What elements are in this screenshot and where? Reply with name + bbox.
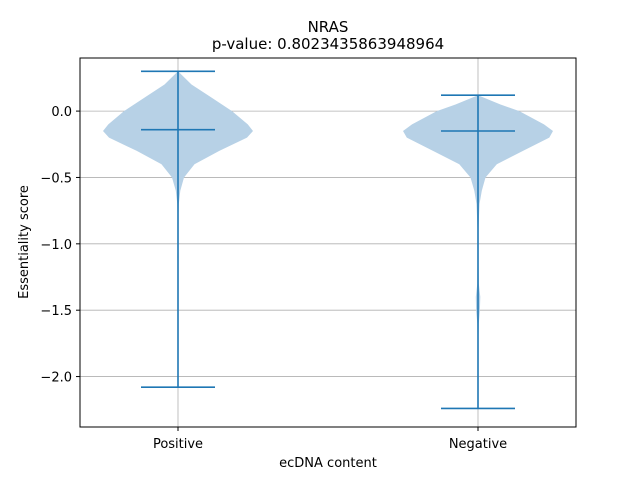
y-tick-label: −1.5 [40,304,72,319]
y-tick-label: −2.0 [40,371,72,386]
y-tick-label: −1.0 [40,238,72,253]
axis-layer: 0.0 −0.5 −1.0 −1.5 −2.0 Positive Negative [40,105,507,452]
y-tick-label: 0.0 [51,105,72,120]
y-axis-label: Essentiality score [17,185,32,299]
x-tick-label: Positive [153,437,203,452]
x-axis-label: ecDNA content [279,456,377,471]
chart-subtitle: p-value: 0.8023435863948964 [212,35,444,53]
chart-title: NRAS [308,18,349,36]
y-tick-label: −0.5 [40,171,72,186]
plot-frame [79,57,577,428]
x-tick-label: Negative [449,437,507,452]
violin-layer [103,70,553,410]
